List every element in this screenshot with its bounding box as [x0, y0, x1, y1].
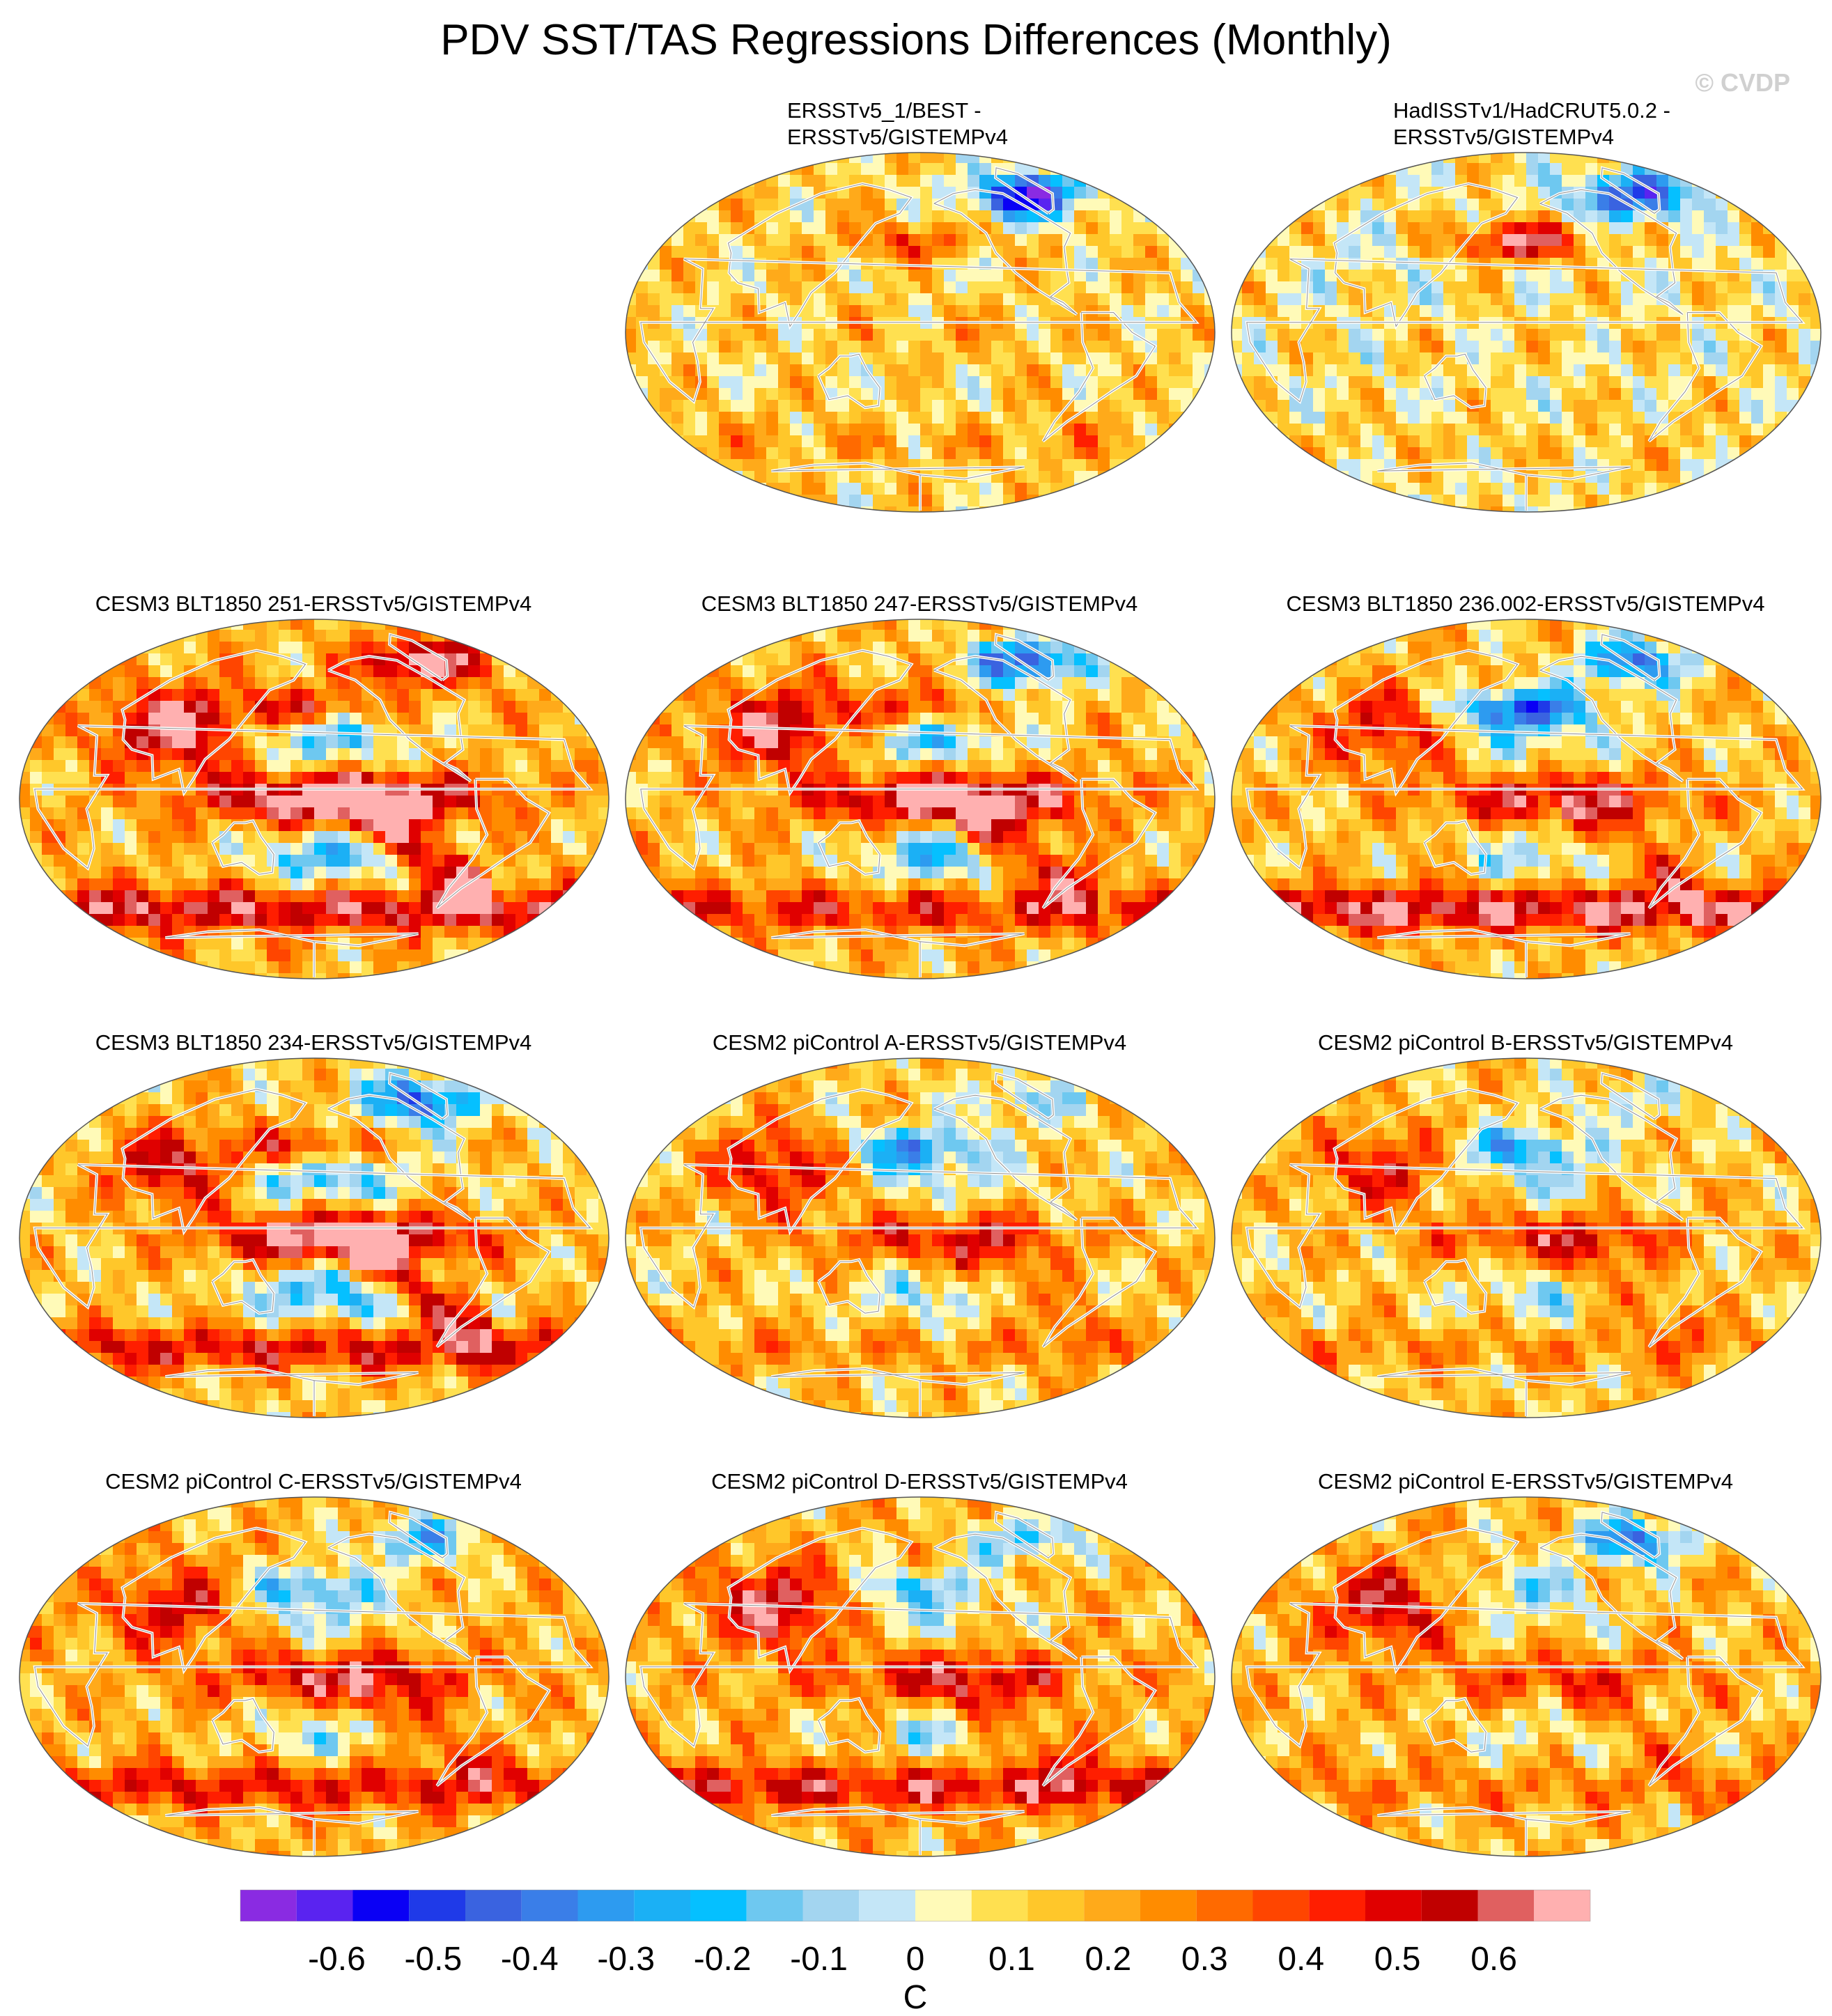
map-plot: [1231, 1057, 1822, 1418]
colorbar-tick-label: 0.6: [1470, 1941, 1517, 1978]
panel-title: ERSSTv5_1/BEST - ERSSTv5/GISTEMPv4: [787, 98, 1008, 149]
colorbar-tick-label: -0.6: [308, 1941, 366, 1978]
colorbar-tick-label: -0.2: [694, 1941, 752, 1978]
panel-title: CESM2 piControl B-ERSSTv5/GISTEMPv4: [1317, 1030, 1734, 1055]
map-border: [19, 1057, 610, 1418]
figure-title: PDV SST/TAS Regressions Differences (Mon…: [440, 16, 1392, 64]
map-border: [1231, 152, 1822, 513]
colorbar-units: C: [903, 1979, 928, 2016]
colorbar-bin: [971, 1890, 1028, 1921]
colorbar-bin: [1365, 1890, 1422, 1921]
cvdp-watermark: © CVDP: [1695, 68, 1790, 97]
map-border: [625, 619, 1216, 979]
panel-title: CESM3 BLT1850 251-ERSSTv5/GISTEMPv4: [95, 591, 532, 616]
panel-title: HadISSTv1/HadCRUT5.0.2 - ERSSTv5/GISTEMP…: [1393, 98, 1670, 149]
colorbar-tick-label: -0.1: [790, 1941, 848, 1978]
map-border: [1231, 619, 1822, 979]
map-plot: [625, 1496, 1216, 1857]
colorbar-bin: [521, 1890, 578, 1921]
panel-title: CESM2 piControl A-ERSSTv5/GISTEMPv4: [712, 1030, 1127, 1055]
colorbar-bin: [240, 1890, 297, 1921]
colorbar-bin: [1534, 1890, 1590, 1921]
colorbar-tick-label: -0.5: [404, 1941, 462, 1978]
colorbar-bin: [634, 1890, 690, 1921]
colorbar-bin: [746, 1890, 803, 1921]
colorbar-bin: [1084, 1890, 1140, 1921]
colorbar-bin: [859, 1890, 915, 1921]
colorbar-tick-label: 0.1: [988, 1941, 1035, 1978]
map-panel: CESM3 BLT1850 247-ERSSTv5/GISTEMPv4: [616, 564, 1222, 981]
colorbar-bin: [1196, 1890, 1253, 1921]
map-panel: HadISSTv1/HadCRUT5.0.2 - ERSSTv5/GISTEMP…: [1222, 98, 1829, 514]
colorbar-tick-label: 0.2: [1085, 1941, 1131, 1978]
map-border: [625, 1496, 1216, 1857]
colorbar-bin: [1027, 1890, 1085, 1921]
map-panel: CESM2 piControl E-ERSSTv5/GISTEMPv4: [1222, 1442, 1829, 1859]
colorbar-bin: [1421, 1890, 1478, 1921]
map-border: [19, 619, 610, 979]
colorbar-bin: [1252, 1890, 1310, 1921]
map-panel: CESM2 piControl D-ERSSTv5/GISTEMPv4: [616, 1442, 1222, 1859]
colorbar-bin: [577, 1890, 635, 1921]
panel-title: CESM3 BLT1850 236.002-ERSSTv5/GISTEMPv4: [1286, 591, 1765, 616]
colorbar-bin: [1477, 1890, 1535, 1921]
colorbar-tick-label: 0.5: [1374, 1941, 1421, 1978]
colorbar-tick-label: 0.3: [1181, 1941, 1228, 1978]
map-panel: CESM3 BLT1850 234-ERSSTv5/GISTEMPv4: [10, 1003, 616, 1420]
panel-title: CESM2 piControl E-ERSSTv5/GISTEMPv4: [1317, 1469, 1734, 1494]
panel-title: CESM3 BLT1850 234-ERSSTv5/GISTEMPv4: [95, 1030, 532, 1055]
map-border: [625, 1057, 1216, 1418]
colorbar-bin: [296, 1890, 353, 1921]
map-panel: CESM3 BLT1850 236.002-ERSSTv5/GISTEMPv4: [1222, 564, 1829, 981]
colorbar-bin: [1309, 1890, 1365, 1921]
colorbar-tick-label: -0.3: [597, 1941, 655, 1978]
colorbar-bin: [915, 1890, 972, 1921]
map-plot: [625, 1057, 1216, 1418]
map-panel: CESM2 piControl C-ERSSTv5/GISTEMPv4: [10, 1442, 616, 1859]
colorbar-bin: [352, 1890, 410, 1921]
panel-title: CESM2 piControl C-ERSSTv5/GISTEMPv4: [105, 1469, 522, 1494]
map-border: [625, 152, 1216, 513]
map-border: [1231, 1057, 1822, 1418]
map-plot: [19, 619, 610, 979]
colorbar-bin: [690, 1890, 747, 1921]
map-panel: CESM2 piControl A-ERSSTv5/GISTEMPv4: [616, 1003, 1222, 1420]
colorbar-bin: [802, 1890, 860, 1921]
panel-title: CESM3 BLT1850 247-ERSSTv5/GISTEMPv4: [701, 591, 1138, 616]
colorbar-tick-label: 0: [906, 1941, 925, 1978]
panel-title: CESM2 piControl D-ERSSTv5/GISTEMPv4: [711, 1469, 1128, 1494]
map-panel: ERSSTv5_1/BEST - ERSSTv5/GISTEMPv4: [616, 98, 1222, 514]
map-plot: [625, 152, 1216, 513]
map-border: [1231, 1496, 1822, 1857]
map-plot: [1231, 619, 1822, 979]
map-panel: CESM2 piControl B-ERSSTv5/GISTEMPv4: [1222, 1003, 1829, 1420]
map-border: [19, 1496, 610, 1857]
map-plot: [1231, 1496, 1822, 1857]
map-panel: CESM3 BLT1850 251-ERSSTv5/GISTEMPv4: [10, 564, 616, 981]
colorbar-bin: [409, 1890, 465, 1921]
colorbar-tick-label: -0.4: [501, 1941, 559, 1978]
map-plot: [1231, 152, 1822, 513]
map-plot: [19, 1496, 610, 1857]
map-plot: [625, 619, 1216, 979]
map-plot: [19, 1057, 610, 1418]
colorbar-bin: [465, 1890, 522, 1921]
colorbar-bin: [1140, 1890, 1197, 1921]
colorbar-tick-label: 0.4: [1278, 1941, 1324, 1978]
